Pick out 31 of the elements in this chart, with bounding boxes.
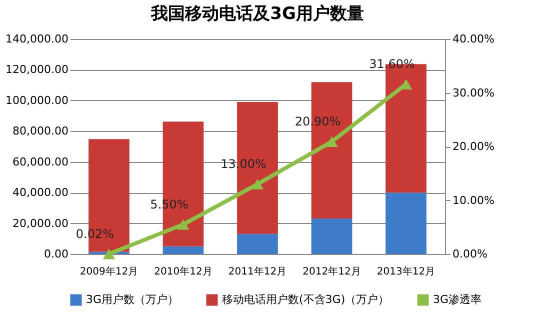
y-tick-label: 80,000.00 <box>12 124 68 138</box>
chart-title: 我国移动电话及3G用户数量 <box>150 4 364 24</box>
y-tick-label: 100,000.00 <box>6 94 68 107</box>
y2-tick-label: 40.00% <box>452 32 494 46</box>
x-tick-label: 2012年12月 <box>302 266 361 278</box>
x-tick-label: 2010年12月 <box>154 266 212 278</box>
bar <box>237 234 278 254</box>
point <box>251 178 264 190</box>
y-tick-label: 40,000.00 <box>12 186 68 200</box>
y2-tick-label: 0.00% <box>452 248 488 260</box>
y-tick-label: 120,000.00 <box>6 63 68 76</box>
y2-tick-label: 10.00% <box>452 194 494 207</box>
data-label: 13.00% <box>220 157 266 172</box>
y-tick-label: 20,000.00 <box>12 216 68 230</box>
legend-label: 3G渗透率 <box>433 293 482 306</box>
x-tick-label: 2009年12月 <box>80 266 138 278</box>
legend-label: 移动电话用户数(不含3G)（万户） <box>222 293 390 306</box>
y2-tick-label: 30.00% <box>452 86 494 100</box>
point <box>326 136 338 147</box>
x-tick-label: 2013年12月 <box>376 266 436 278</box>
bar <box>311 218 352 254</box>
point <box>102 248 116 260</box>
y-tick-label: 140,000.00 <box>6 32 68 46</box>
bar <box>162 246 204 254</box>
bar <box>386 192 426 254</box>
legend-label: 3G用户数（万户） <box>86 293 179 306</box>
y-tick-label: 60,000.00 <box>12 155 68 168</box>
y2-tick-label: 20.00% <box>452 140 494 153</box>
y-tick-label: 0.00 <box>44 248 68 260</box>
x-tick-label: 2011年12月 <box>228 266 287 278</box>
point <box>177 219 190 230</box>
